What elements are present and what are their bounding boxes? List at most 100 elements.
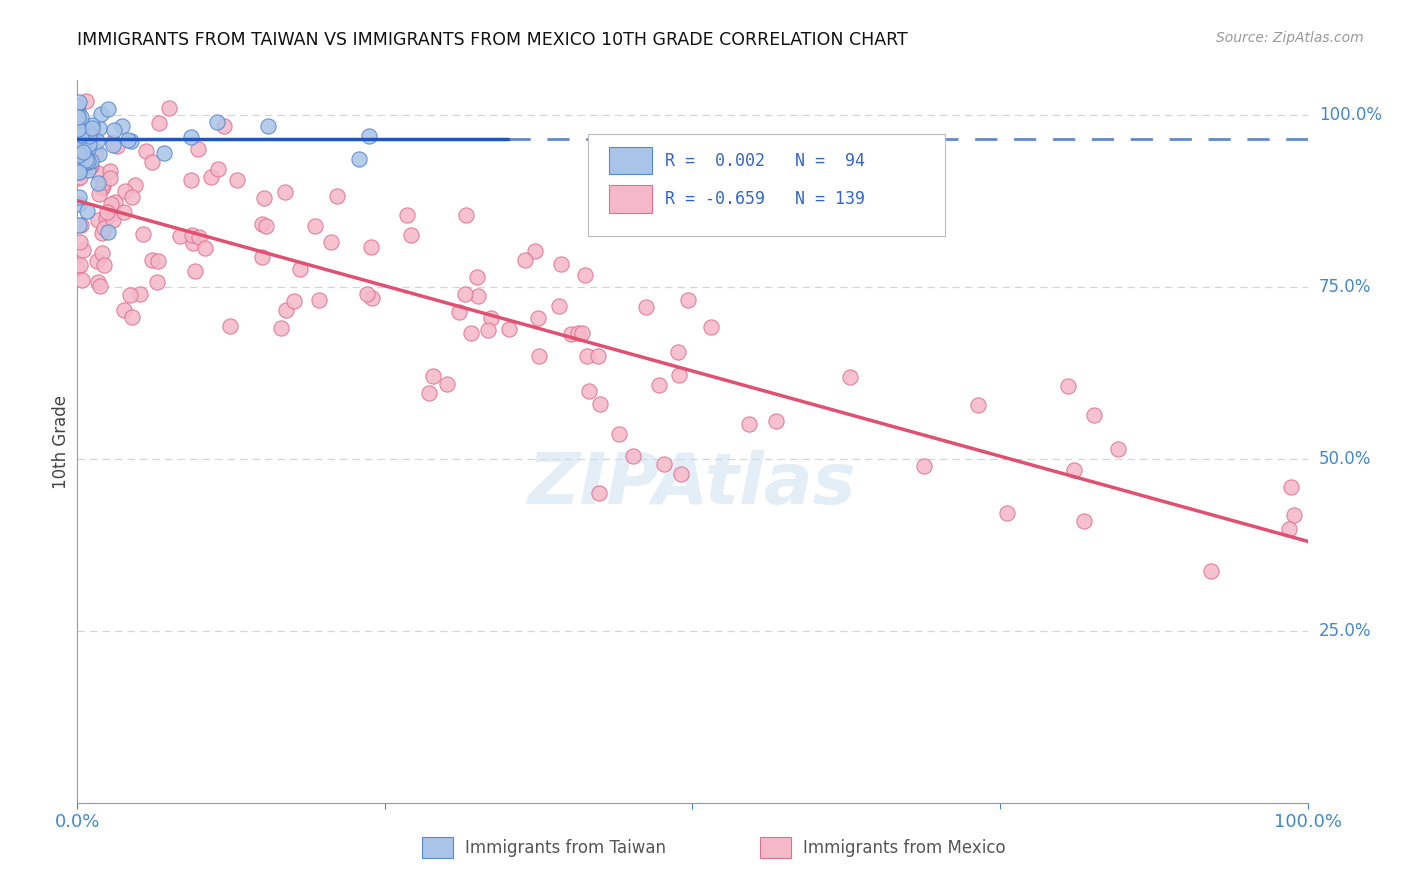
- Point: [66, 139, 89, 153]
- Point: [607, 427, 630, 442]
- Text: 75.0%: 75.0%: [1319, 277, 1371, 296]
- Point: [218, 318, 240, 333]
- Point: [69, 122, 91, 136]
- Point: [668, 368, 690, 382]
- Point: [652, 458, 675, 472]
- Point: [912, 459, 935, 474]
- Point: [82, 127, 104, 141]
- Point: [90, 180, 112, 194]
- Point: [84, 143, 107, 157]
- Point: [356, 287, 378, 301]
- Point: [97, 103, 120, 117]
- Point: [90, 226, 112, 240]
- Point: [77, 136, 100, 151]
- Point: [560, 326, 582, 341]
- Point: [67, 120, 90, 135]
- Point: [89, 279, 111, 293]
- Point: [80, 159, 103, 173]
- Point: [66, 136, 89, 150]
- Point: [124, 178, 146, 192]
- Point: [114, 184, 136, 198]
- Point: [67, 165, 90, 179]
- Point: [72, 244, 94, 258]
- Point: [132, 227, 155, 241]
- Point: [66, 171, 89, 186]
- Point: [153, 145, 176, 160]
- Point: [270, 321, 292, 335]
- Point: [66, 147, 89, 161]
- Text: Source: ZipAtlas.com: Source: ZipAtlas.com: [1216, 31, 1364, 45]
- Point: [77, 128, 100, 143]
- Point: [288, 262, 311, 277]
- Point: [117, 133, 139, 147]
- Point: [89, 147, 111, 161]
- Point: [69, 258, 91, 272]
- Point: [274, 185, 297, 199]
- Point: [169, 229, 191, 244]
- Point: [66, 128, 89, 143]
- Point: [666, 345, 689, 359]
- Point: [76, 151, 98, 165]
- Point: [524, 244, 547, 258]
- Point: [1056, 379, 1078, 393]
- Point: [550, 257, 572, 271]
- Point: [67, 139, 90, 153]
- Point: [454, 286, 477, 301]
- Point: [112, 303, 135, 318]
- Point: [72, 125, 94, 139]
- Point: [547, 299, 569, 313]
- Text: Immigrants from Taiwan: Immigrants from Taiwan: [465, 838, 666, 856]
- Point: [69, 218, 91, 232]
- Point: [141, 253, 163, 268]
- Point: [69, 130, 91, 145]
- Point: [72, 273, 94, 287]
- Point: [141, 154, 163, 169]
- Point: [70, 120, 93, 135]
- Point: [66, 110, 89, 124]
- Point: [91, 179, 114, 194]
- Point: [146, 275, 169, 289]
- Text: 25.0%: 25.0%: [1319, 622, 1371, 640]
- Point: [67, 146, 90, 161]
- Point: [86, 254, 108, 268]
- Point: [70, 152, 93, 166]
- Point: [180, 227, 202, 242]
- Point: [67, 190, 90, 204]
- Point: [87, 212, 110, 227]
- Point: [76, 154, 98, 169]
- Point: [184, 264, 207, 278]
- Point: [66, 120, 89, 134]
- Point: [67, 197, 90, 211]
- Point: [588, 397, 610, 411]
- Point: [69, 131, 91, 145]
- Point: [69, 126, 91, 140]
- Point: [526, 311, 548, 326]
- Point: [75, 153, 97, 168]
- Point: [588, 485, 610, 500]
- Point: [1107, 442, 1129, 456]
- Point: [77, 126, 100, 140]
- Point: [1279, 480, 1302, 494]
- Point: [180, 130, 202, 145]
- Point: [135, 144, 157, 158]
- Point: [69, 161, 91, 176]
- Point: [83, 147, 105, 161]
- Point: [361, 291, 384, 305]
- Point: [422, 369, 444, 384]
- Point: [87, 275, 110, 289]
- Text: R =  0.002   N =  94: R = 0.002 N = 94: [665, 153, 865, 170]
- Point: [93, 221, 115, 235]
- Point: [70, 117, 93, 131]
- Point: [80, 121, 103, 136]
- Point: [66, 126, 89, 140]
- Point: [66, 122, 89, 136]
- Point: [66, 115, 89, 129]
- Point: [678, 293, 700, 307]
- Point: [738, 417, 761, 431]
- Point: [1199, 564, 1222, 578]
- Point: [69, 110, 91, 124]
- Point: [76, 154, 98, 169]
- Point: [67, 163, 90, 178]
- Point: [66, 162, 89, 177]
- Point: [399, 228, 422, 243]
